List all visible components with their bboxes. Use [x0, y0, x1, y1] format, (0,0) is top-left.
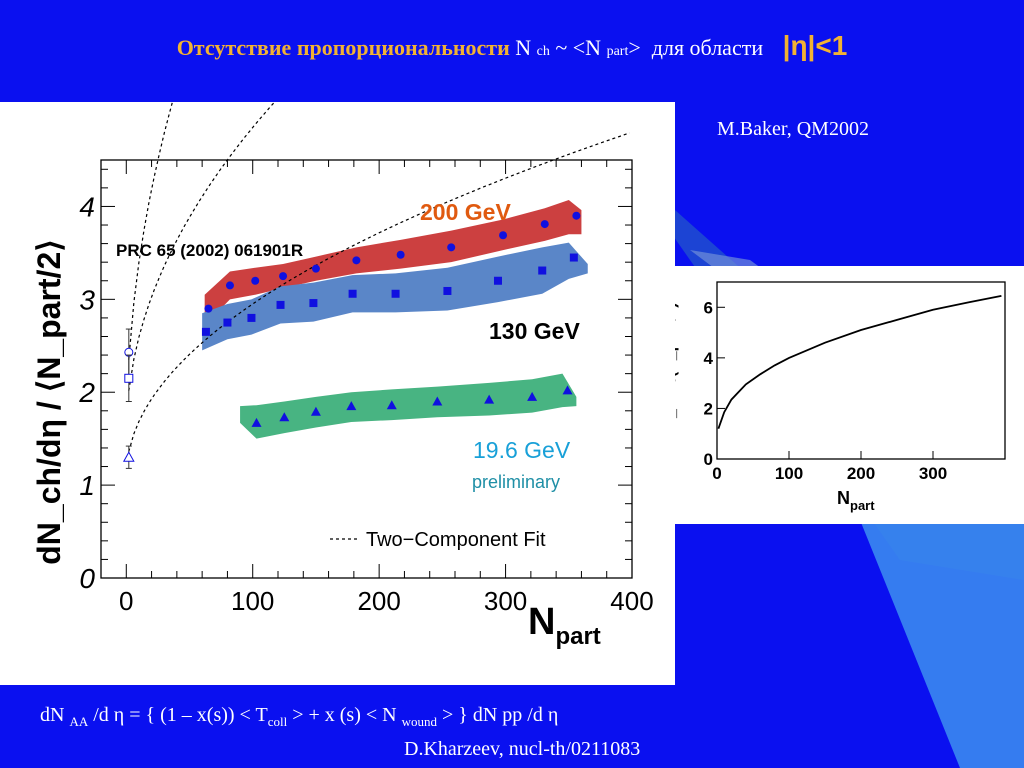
x-tick-label: 100 — [231, 586, 274, 616]
data-point — [447, 243, 456, 252]
data-point — [223, 318, 232, 327]
inset-x-tick-label: 300 — [919, 464, 947, 483]
y-axis-title: dN_ch/dη / ⟨N_part/2⟩ — [31, 239, 67, 564]
reference-label: D.Kharzeev, nucl-th/0211083 — [404, 738, 641, 760]
data-point — [562, 385, 573, 395]
data-point — [484, 394, 495, 404]
inset-chart: 0 100 200 300 0 2 4 6 Npart N_coll/(N_part/2) — [662, 281, 1006, 513]
inset-x-tick-label: 0 — [712, 464, 721, 483]
data-point — [204, 304, 213, 313]
inset-chart-panel: 0 100 200 300 0 2 4 6 Npart N_coll/(N_part/2) — [662, 266, 1024, 524]
main-chart-panel: 0 100 200 300 400 0 1 2 3 4 Npart dN_ch/dη / ⟨N_par… — [0, 0, 675, 685]
author-label: M.Baker, QM2002 — [717, 118, 869, 140]
inset-y-axis-title: N_coll/(N_part/2) — [675, 302, 679, 429]
slide-title: Отсутствие пропорциональности N ch ~ <N … — [0, 30, 1024, 62]
main-chart: 0 100 200 300 400 0 1 2 3 4 Npart dN_ch/dη / ⟨N_par… — [31, 0, 654, 650]
pp-point-2 — [122, 451, 135, 462]
data-point — [432, 396, 443, 406]
pp-point-1 — [124, 373, 134, 383]
data-point — [538, 266, 547, 275]
y-tick-label: 4 — [79, 191, 95, 222]
data-point — [348, 289, 357, 298]
inset-x-tick-label: 100 — [775, 464, 803, 483]
data-point — [309, 299, 318, 308]
inset-y-tick-label: 6 — [704, 298, 713, 317]
y-tick-label: 2 — [78, 377, 95, 408]
data-point — [251, 276, 260, 285]
y-tick-label: 0 — [79, 563, 95, 594]
label-preliminary: preliminary — [472, 472, 560, 492]
x-tick-label: 200 — [357, 586, 400, 616]
plot-frame — [100, 159, 633, 579]
formula: dN AA /d η = { (1 – x(s)) < Tcoll > + x … — [40, 704, 559, 729]
data-point — [386, 400, 397, 410]
band-0 — [204, 199, 582, 326]
reference-annotation: PRC 65 (2002) 061901R — [116, 241, 303, 260]
inset-y-tick-label: 4 — [704, 349, 714, 368]
x-tick-label: 0 — [119, 586, 133, 616]
data-point — [279, 272, 288, 281]
data-point — [527, 391, 538, 401]
y-tick-label: 1 — [79, 470, 95, 501]
data-point — [572, 211, 581, 220]
title-nch: N ch ~ <N part> — [515, 35, 641, 60]
fit-curve-2 — [128, 132, 630, 452]
data-point — [251, 417, 262, 427]
data-point — [310, 406, 321, 416]
inset-frame — [716, 281, 1006, 460]
data-point — [499, 231, 508, 240]
data-point — [493, 276, 502, 285]
inset-y-tick-label: 2 — [704, 399, 713, 418]
title-region: для области — [651, 35, 764, 60]
data-point — [352, 256, 361, 265]
inset-x-tick-label: 200 — [847, 464, 875, 483]
band-2 — [240, 373, 577, 439]
label-200-gev: 200 GeV — [420, 199, 511, 225]
data-point — [540, 220, 549, 229]
data-point — [569, 253, 578, 262]
data-point — [201, 327, 210, 336]
inset-curve — [717, 295, 1002, 429]
data-point — [391, 289, 400, 298]
title-main: Отсутствие пропорциональности — [176, 35, 510, 60]
title-eta: |η|<1 — [782, 30, 848, 61]
data-point — [311, 264, 320, 273]
label-19-gev: 19.6 GeV — [473, 437, 571, 463]
x-tick-label: 300 — [484, 586, 527, 616]
data-point — [279, 412, 290, 422]
data-point — [396, 250, 405, 259]
data-point — [276, 300, 285, 309]
data-point — [225, 281, 234, 290]
data-point — [247, 313, 256, 322]
x-tick-label: 400 — [610, 586, 653, 616]
data-point — [443, 286, 452, 295]
data-point — [346, 401, 357, 411]
legend-label: Two−Component Fit — [366, 529, 546, 551]
inset-y-tick-label: 0 — [704, 450, 713, 469]
y-tick-label: 3 — [79, 284, 95, 315]
label-130-gev: 130 GeV — [489, 318, 580, 344]
x-axis-title: Npart — [528, 601, 601, 650]
inset-x-axis-title: Npart — [837, 488, 875, 513]
